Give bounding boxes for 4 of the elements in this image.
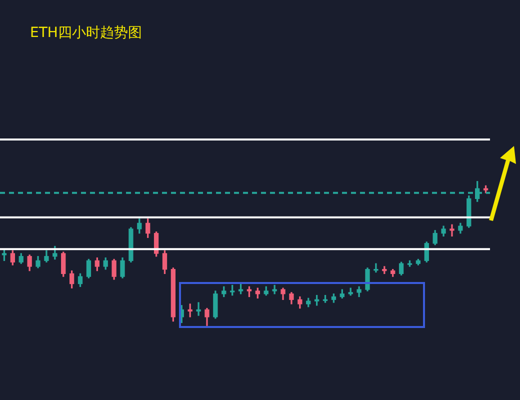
candlestick bbox=[196, 302, 201, 316]
candlestick bbox=[450, 224, 454, 236]
candlestick bbox=[374, 263, 378, 273]
chart-title: ETH四小时趋势图 bbox=[30, 24, 142, 42]
